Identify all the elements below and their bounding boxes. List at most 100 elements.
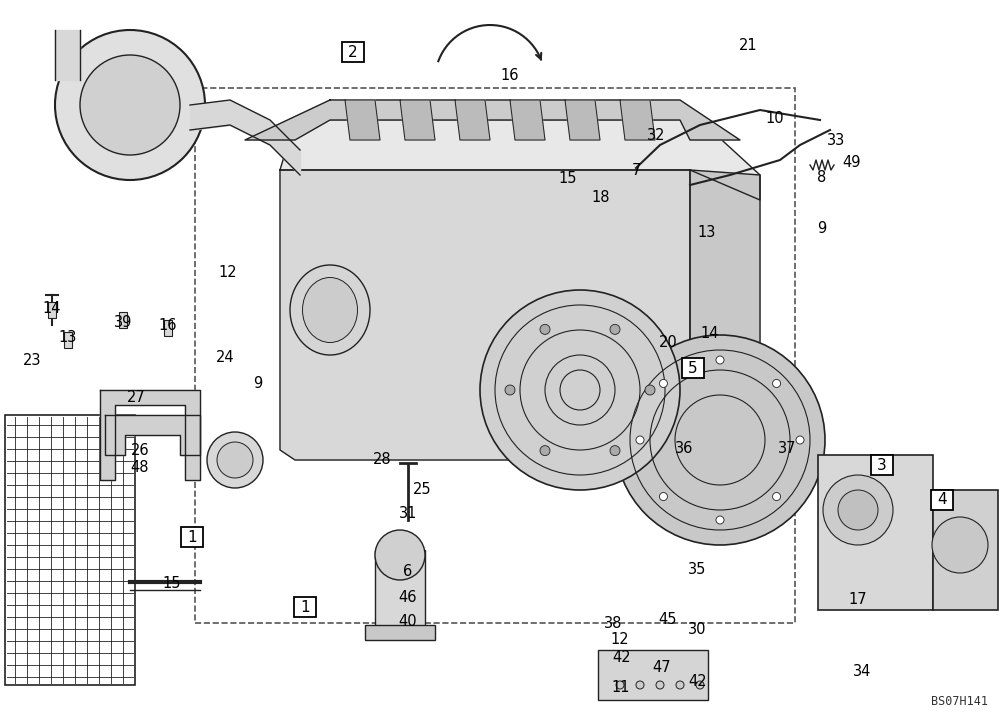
Bar	[342, 42, 364, 62]
Text: 45: 45	[659, 612, 677, 627]
Bar	[365, 625, 435, 640]
Text: 46: 46	[399, 591, 417, 606]
Circle shape	[636, 436, 644, 444]
Text: 30: 30	[688, 622, 706, 637]
Bar	[164, 320, 172, 336]
Text: 32: 32	[647, 127, 665, 142]
Circle shape	[375, 530, 425, 580]
Text: 35: 35	[688, 563, 706, 578]
Text: 28: 28	[373, 453, 391, 468]
Text: 7: 7	[631, 163, 641, 178]
Polygon shape	[690, 170, 760, 460]
Circle shape	[217, 442, 253, 478]
Polygon shape	[455, 100, 490, 140]
Text: 14: 14	[701, 326, 719, 341]
Text: 37: 37	[778, 440, 796, 455]
Text: 15: 15	[163, 576, 181, 591]
Text: 3: 3	[877, 458, 887, 473]
Bar	[931, 490, 953, 510]
Circle shape	[659, 379, 667, 387]
Polygon shape	[345, 100, 380, 140]
Text: 18: 18	[592, 190, 610, 205]
Text: 12: 12	[219, 264, 237, 279]
Polygon shape	[280, 170, 690, 460]
Ellipse shape	[290, 265, 370, 355]
Text: 1: 1	[187, 530, 197, 544]
Text: 9: 9	[817, 221, 827, 236]
Text: 24: 24	[216, 349, 234, 364]
Text: 42: 42	[613, 649, 631, 664]
Circle shape	[540, 445, 550, 455]
Text: 6: 6	[403, 564, 413, 579]
Bar	[119, 312, 127, 328]
Circle shape	[207, 432, 263, 488]
Bar	[294, 597, 316, 617]
Text: 5: 5	[688, 360, 698, 375]
Circle shape	[645, 385, 655, 395]
Circle shape	[656, 681, 664, 689]
Polygon shape	[245, 100, 740, 140]
Circle shape	[480, 290, 680, 490]
Text: 14: 14	[43, 301, 61, 316]
Ellipse shape	[303, 278, 358, 342]
Text: 23: 23	[23, 352, 41, 367]
Text: 1: 1	[300, 599, 310, 614]
Circle shape	[610, 445, 620, 455]
Bar	[64, 332, 72, 348]
Bar	[871, 455, 893, 475]
Text: 38: 38	[604, 616, 622, 632]
Text: 42: 42	[689, 674, 707, 690]
Text: 21: 21	[739, 37, 757, 52]
Text: 13: 13	[698, 225, 716, 239]
Bar	[48, 302, 56, 318]
Polygon shape	[565, 100, 600, 140]
Circle shape	[716, 356, 724, 364]
Bar	[598, 650, 708, 700]
Text: 20: 20	[659, 334, 677, 349]
Text: 8: 8	[817, 170, 827, 185]
Polygon shape	[280, 120, 760, 200]
Text: 27: 27	[127, 390, 145, 405]
Text: 10: 10	[766, 110, 784, 125]
Text: 4: 4	[937, 493, 947, 508]
Circle shape	[55, 30, 205, 180]
Text: 47: 47	[653, 660, 671, 675]
Circle shape	[616, 681, 624, 689]
Text: 31: 31	[399, 505, 417, 521]
Bar	[375, 550, 425, 630]
Polygon shape	[100, 390, 200, 480]
Circle shape	[615, 335, 825, 545]
Text: 12: 12	[611, 632, 629, 647]
Text: 9: 9	[253, 375, 263, 390]
Circle shape	[823, 475, 893, 545]
Circle shape	[659, 493, 667, 500]
Text: 16: 16	[159, 317, 177, 332]
Text: 36: 36	[675, 440, 693, 455]
Bar	[181, 527, 203, 547]
Bar	[682, 358, 704, 378]
Text: 39: 39	[114, 314, 132, 329]
Polygon shape	[400, 100, 435, 140]
Circle shape	[610, 324, 620, 334]
Bar	[818, 455, 933, 610]
Text: BS07H141: BS07H141	[931, 695, 988, 708]
Text: 11: 11	[612, 679, 630, 695]
Polygon shape	[105, 415, 200, 455]
Circle shape	[540, 324, 550, 334]
Text: 15: 15	[559, 170, 577, 185]
Text: 48: 48	[131, 460, 149, 475]
Circle shape	[676, 681, 684, 689]
Polygon shape	[510, 100, 545, 140]
Text: 34: 34	[853, 664, 871, 679]
Text: 16: 16	[501, 67, 519, 82]
Text: 2: 2	[348, 44, 358, 59]
Circle shape	[505, 385, 515, 395]
Text: 25: 25	[413, 483, 431, 498]
Polygon shape	[620, 100, 655, 140]
Circle shape	[773, 379, 781, 387]
Bar	[5, 415, 135, 685]
Text: 13: 13	[59, 329, 77, 344]
Circle shape	[838, 490, 878, 530]
Circle shape	[636, 681, 644, 689]
Text: 49: 49	[843, 155, 861, 170]
